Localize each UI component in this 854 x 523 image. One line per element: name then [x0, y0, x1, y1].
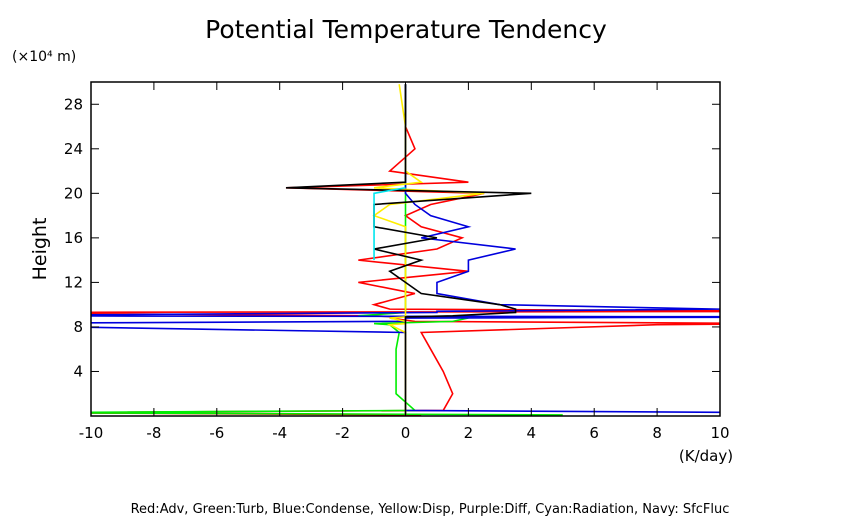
profile-line	[373, 186, 406, 261]
x-tick-label: 10	[710, 424, 729, 442]
x-tick-label: -4	[272, 424, 287, 442]
x-tick-label: 4	[527, 424, 537, 442]
y-axis-label: Height	[29, 218, 51, 281]
y-tick-label: 12	[64, 273, 83, 291]
y-tick-label: 28	[64, 95, 83, 113]
y-tick-label: 16	[64, 229, 83, 247]
x-tick-label: 0	[401, 424, 411, 442]
y-tick-label: 24	[64, 140, 83, 158]
caption: Red:Adv, Green:Turb, Blue:Condense, Yell…	[131, 502, 730, 517]
x-tick-label: 8	[652, 424, 662, 442]
x-tick-label: -8	[146, 424, 161, 442]
y-tick-label: 20	[64, 184, 83, 202]
y-unit: (×10⁴ m)	[12, 49, 76, 65]
x-tick-label: 6	[589, 424, 599, 442]
x-tick-label: -6	[209, 424, 224, 442]
x-unit: (K/day)	[679, 447, 733, 465]
y-tick-label: 8	[73, 318, 83, 336]
x-tick-label: -10	[79, 424, 104, 442]
chart-title: Potential Temperature Tendency	[205, 15, 607, 44]
x-tick-label: 2	[464, 424, 474, 442]
x-tick-label: -2	[335, 424, 350, 442]
plot-area	[91, 84, 720, 416]
y-tick-label: 4	[73, 362, 83, 380]
profile-line	[285, 84, 532, 415]
